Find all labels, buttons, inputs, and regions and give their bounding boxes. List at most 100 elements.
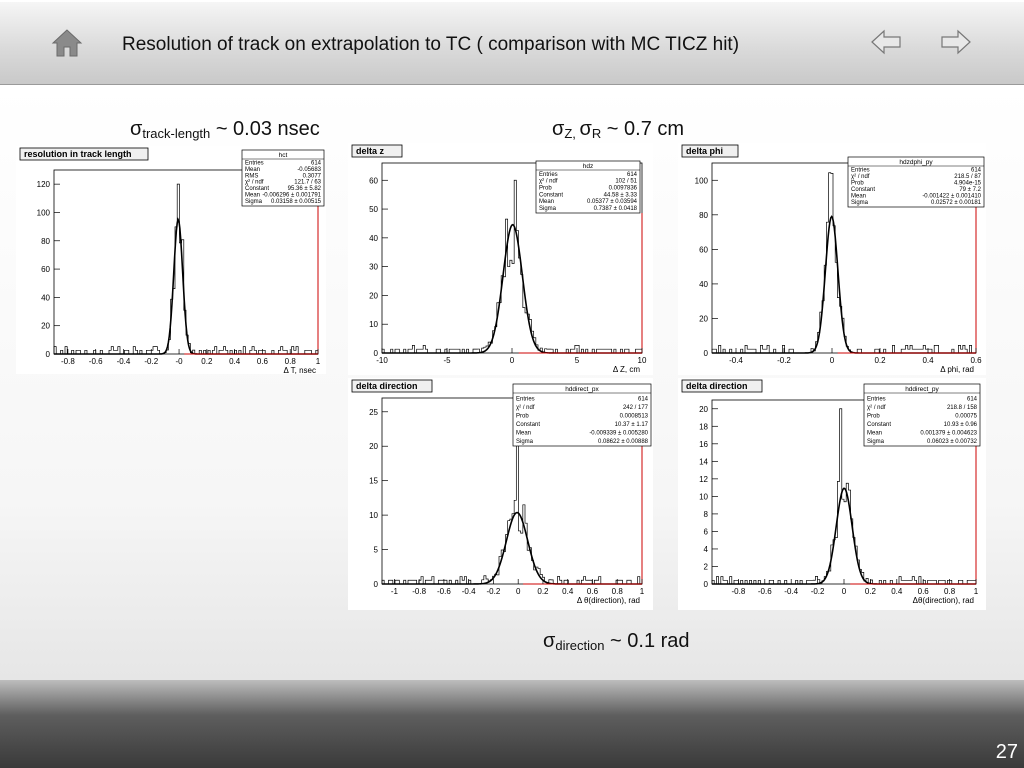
svg-text:χ² / ndf: χ² / ndf [245, 180, 264, 186]
y-tick-label: 15 [369, 477, 378, 486]
x-tick-label: -5 [443, 356, 451, 365]
svg-text:Prob: Prob [516, 414, 529, 420]
y-tick-label: 5 [374, 546, 379, 555]
x-tick-label: -1 [391, 587, 399, 596]
svg-text:hddirect_py: hddirect_py [905, 386, 939, 393]
y-tick-label: 10 [369, 320, 378, 329]
arrow-left-icon[interactable] [870, 26, 902, 58]
x-tick-label: 5 [575, 356, 580, 365]
svg-text:Mean: Mean [851, 194, 866, 200]
x-tick-label: 0.8 [944, 587, 956, 596]
y-tick-label: 0 [374, 349, 379, 358]
svg-text:Constant: Constant [516, 422, 540, 428]
x-tick-label: 0.4 [922, 356, 934, 365]
x-tick-label: -0.4 [462, 587, 476, 596]
y-tick-label: 14 [699, 457, 708, 466]
x-tick-label: 0.8 [285, 357, 297, 366]
svg-text:0.7387 ± 0.0418: 0.7387 ± 0.0418 [594, 206, 638, 212]
histogram-title: delta phi [681, 144, 739, 158]
histogram-title: delta direction [681, 379, 763, 393]
svg-text:delta direction: delta direction [356, 381, 418, 391]
svg-text:614: 614 [311, 160, 322, 166]
direction-resolution-label: σdirection ~ 0.1 rad [543, 630, 690, 653]
slide-header: Resolution of track on extrapolation to … [0, 0, 1024, 85]
arrow-right-icon[interactable] [940, 26, 972, 58]
x-axis-label: Δ θ(direction), rad [577, 596, 640, 605]
svg-text:614: 614 [971, 168, 982, 174]
svg-text:0.00075: 0.00075 [955, 414, 977, 420]
x-tick-label: 1 [640, 587, 645, 596]
home-icon[interactable] [50, 26, 84, 60]
svg-text:Entries: Entries [245, 160, 264, 166]
y-tick-label: 120 [37, 180, 51, 189]
svg-text:Sigma: Sigma [539, 206, 557, 212]
x-tick-label: 0.4 [229, 357, 241, 366]
svg-text:Entries: Entries [867, 397, 886, 403]
y-tick-label: 0 [704, 580, 709, 589]
svg-text:Constant: Constant [245, 186, 269, 192]
svg-text:0.0008513: 0.0008513 [620, 414, 649, 420]
svg-text:Constant: Constant [851, 187, 875, 193]
histogram-title: delta direction [351, 379, 433, 393]
gaussian-fit-curve [712, 215, 976, 354]
y-tick-label: 80 [699, 211, 708, 220]
x-tick-label: 0.6 [257, 357, 269, 366]
x-tick-label: -0.6 [89, 357, 103, 366]
svg-text:Mean: Mean [245, 167, 260, 173]
svg-text:hct: hct [279, 152, 288, 159]
x-tick-label: -0.2 [487, 587, 501, 596]
x-tick-label: -0.4 [117, 357, 131, 366]
histogram-delta-direction-x: delta direction -1 -0.8 -0.6 -0.4 -0.2 0 0.2 0.4… [348, 378, 653, 610]
histogram-svg-1: delta z -10 -5 0 5 10 0 10 20 30 40 50 60 Δ Z, cm hdz E… [351, 144, 647, 374]
y-tick-label: 0 [374, 580, 379, 589]
y-tick-label: 20 [369, 442, 378, 451]
histogram-bins [381, 411, 642, 585]
y-tick-label: 20 [699, 405, 708, 414]
svg-text:Mean: Mean [245, 193, 260, 199]
svg-text:4.904e-15: 4.904e-15 [954, 181, 982, 187]
svg-text:614: 614 [967, 397, 978, 403]
histogram-delta-phi: delta phi -0.4 -0.2 0 0.2 0.4 0.6 0 20 40 60 80 100 Δ… [678, 143, 986, 375]
y-tick-label: 0 [46, 350, 51, 359]
svg-text:-0.05683: -0.05683 [297, 167, 321, 173]
x-tick-label: -0.2 [144, 357, 158, 366]
svg-text:614: 614 [627, 172, 638, 178]
y-tick-label: 10 [699, 492, 708, 501]
y-tick-label: 0 [704, 349, 709, 358]
x-axis-label: Δ phi, rad [940, 365, 974, 374]
svg-text:hdzdphi_py: hdzdphi_py [899, 159, 933, 166]
y-tick-label: 60 [699, 245, 708, 254]
histogram-title: delta z [351, 144, 403, 158]
svg-text:χ² / ndf: χ² / ndf [867, 405, 886, 411]
y-tick-label: 25 [369, 408, 378, 417]
svg-text:χ² / ndf: χ² / ndf [851, 174, 870, 180]
svg-text:0.03158 ± 0.00515: 0.03158 ± 0.00515 [271, 199, 322, 205]
y-tick-label: 100 [695, 176, 709, 185]
svg-text:χ² / ndf: χ² / ndf [539, 179, 558, 185]
svg-text:delta z: delta z [356, 146, 385, 156]
slide-title: Resolution of track on extrapolation to … [122, 34, 740, 55]
svg-text:0.3077: 0.3077 [303, 173, 322, 179]
x-tick-label: 0.2 [874, 356, 886, 365]
x-tick-label: 0 [830, 356, 835, 365]
svg-text:-0.006296 ± 0.001791: -0.006296 ± 0.001791 [262, 193, 321, 199]
stats-box: hddirect_py Entries 614 χ² / ndf 218.8 / 158… [863, 383, 981, 447]
x-tick-label: 0.2 [201, 357, 213, 366]
svg-text:χ² / ndf: χ² / ndf [516, 405, 535, 411]
y-tick-label: 50 [369, 205, 378, 214]
x-tick-label: 0.6 [918, 587, 930, 596]
svg-text:0.06023 ± 0.00732: 0.06023 ± 0.00732 [927, 439, 978, 445]
histogram-svg-0: resolution in track length -0.8 -0.6 -0.4 -0… [19, 147, 325, 374]
histogram-title: resolution in track length [19, 147, 149, 161]
y-tick-label: 40 [41, 293, 50, 302]
svg-text:121.7 / 63: 121.7 / 63 [294, 180, 321, 186]
x-tick-label: -0.2 [811, 587, 825, 596]
stats-box: hdzdphi_py Entries 614 χ² / ndf 218.5 / 87 Pr… [847, 156, 985, 208]
y-tick-label: 4 [704, 545, 709, 554]
svg-text:0.001379 ± 0.004623: 0.001379 ± 0.004623 [920, 431, 977, 437]
svg-text:10.37 ± 1.17: 10.37 ± 1.17 [615, 422, 649, 428]
x-tick-label: 0 [516, 587, 521, 596]
slide-footer: 27 [0, 680, 1024, 768]
y-tick-label: 20 [699, 314, 708, 323]
x-tick-label: 0.2 [537, 587, 549, 596]
